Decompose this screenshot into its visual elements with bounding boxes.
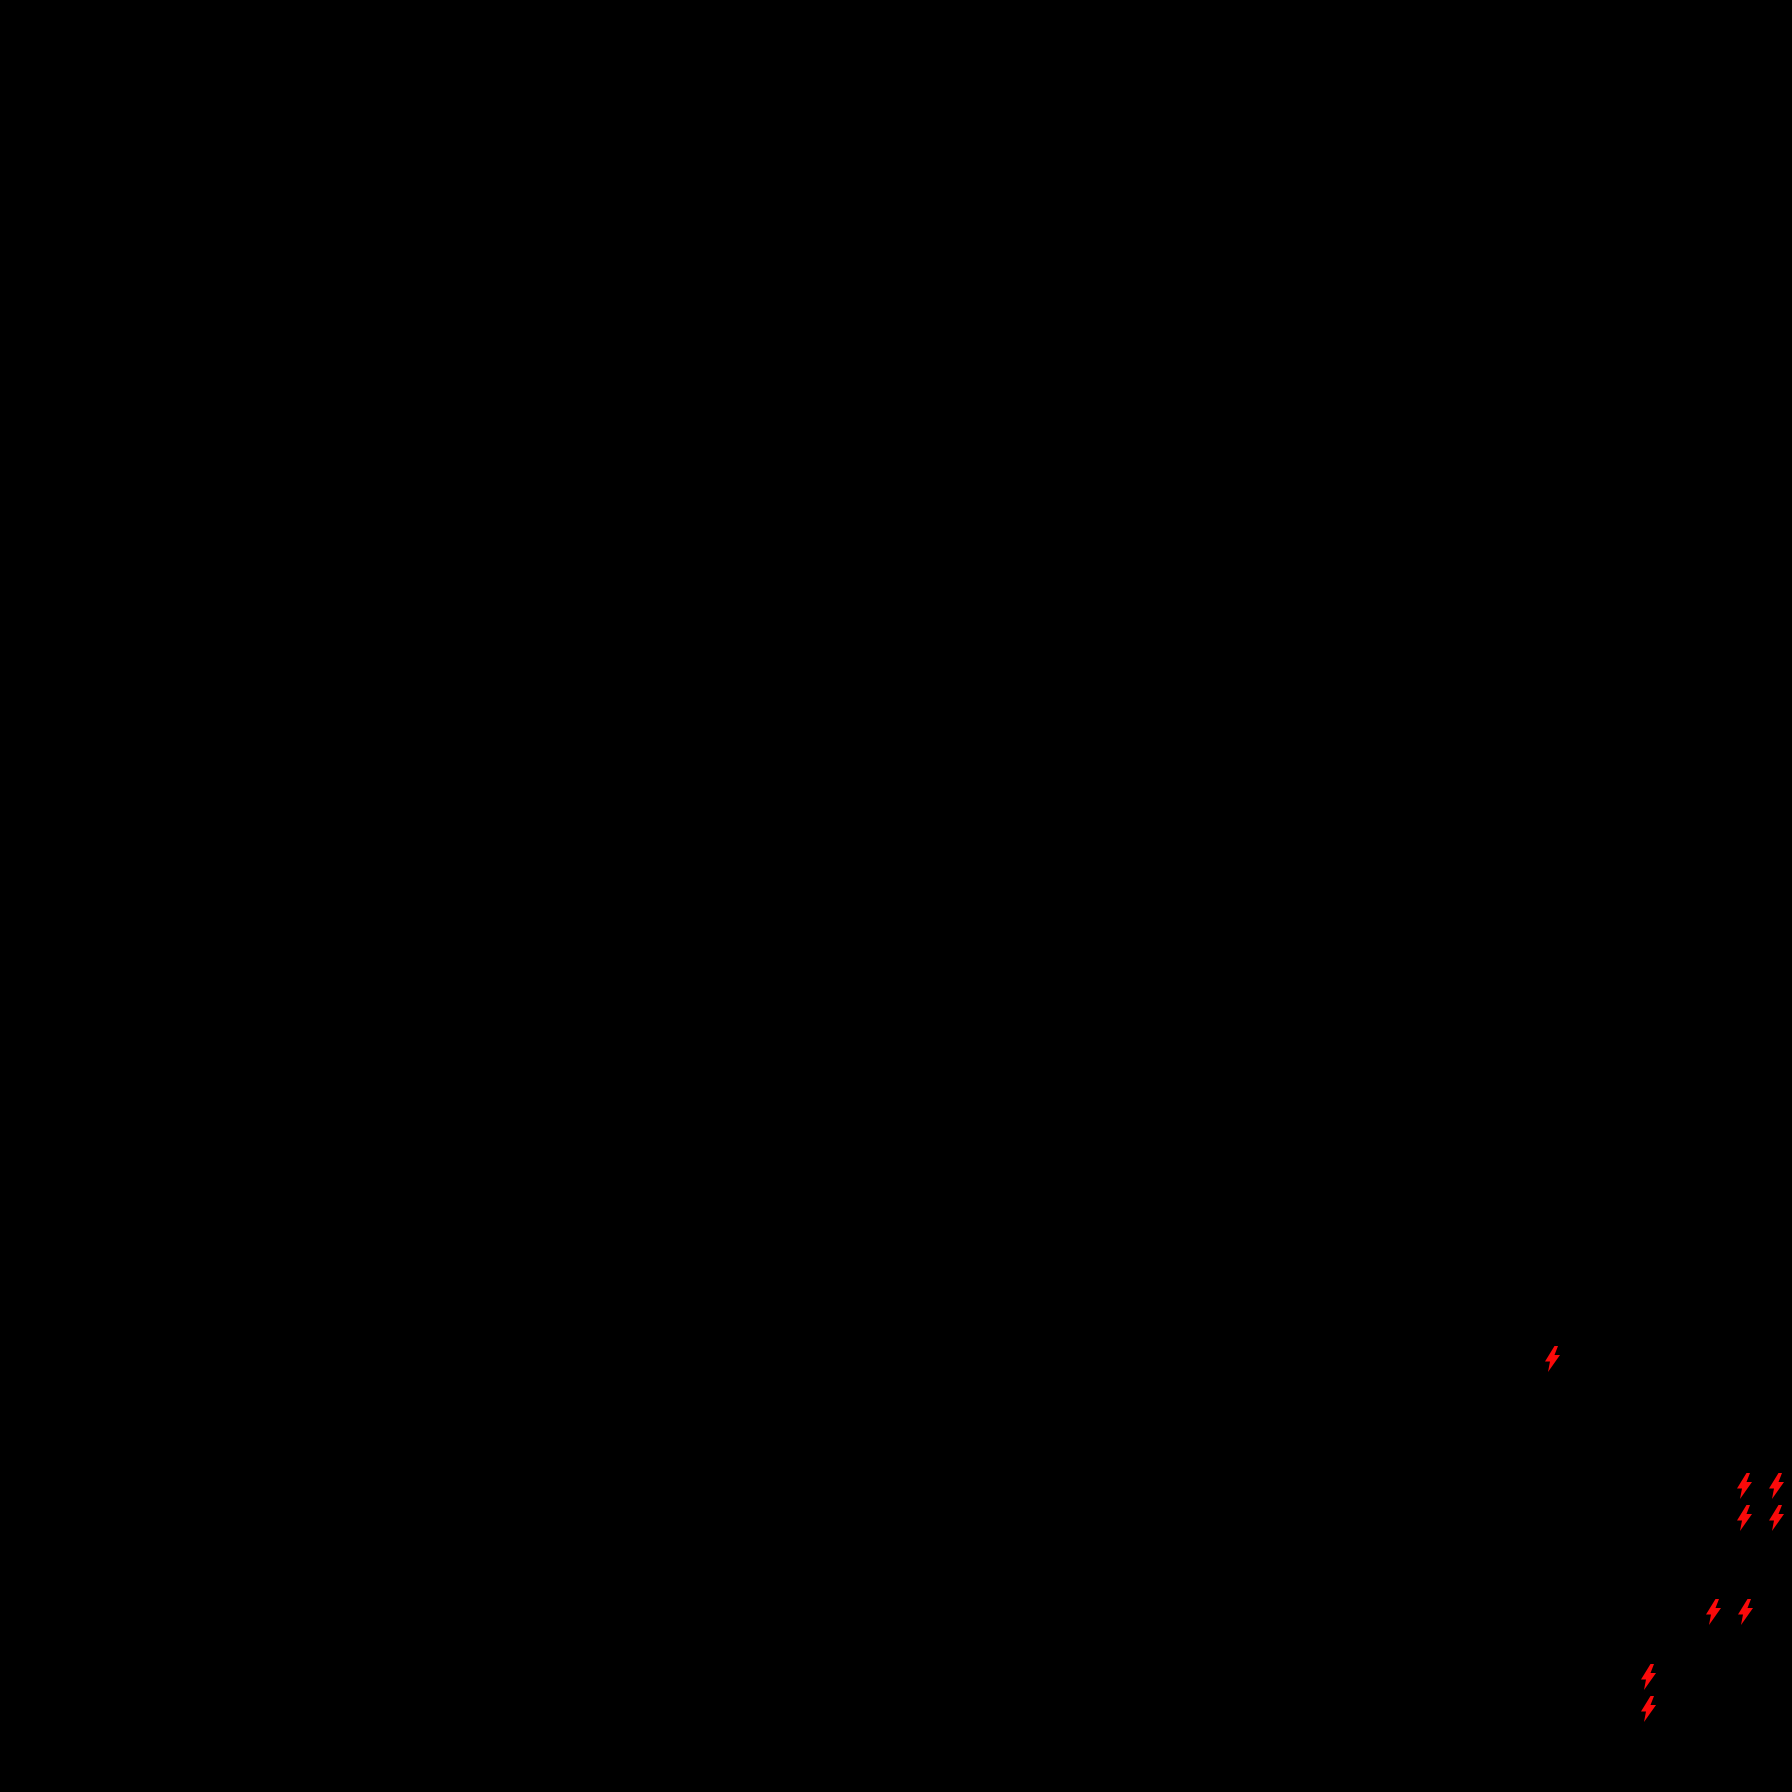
- lightning-bolt-icon[interactable]: [1737, 1599, 1753, 1625]
- lightning-bolt-icon[interactable]: [1640, 1664, 1656, 1690]
- lightning-bolt-icon[interactable]: [1768, 1505, 1784, 1531]
- lightning-bolt-icon[interactable]: [1544, 1346, 1560, 1372]
- lightning-bolt-icon[interactable]: [1736, 1505, 1752, 1531]
- lightning-bolt-icon[interactable]: [1705, 1599, 1721, 1625]
- lightning-bolt-icon[interactable]: [1768, 1473, 1784, 1499]
- lightning-bolt-icon[interactable]: [1736, 1473, 1752, 1499]
- lightning-bolt-icon[interactable]: [1640, 1696, 1656, 1722]
